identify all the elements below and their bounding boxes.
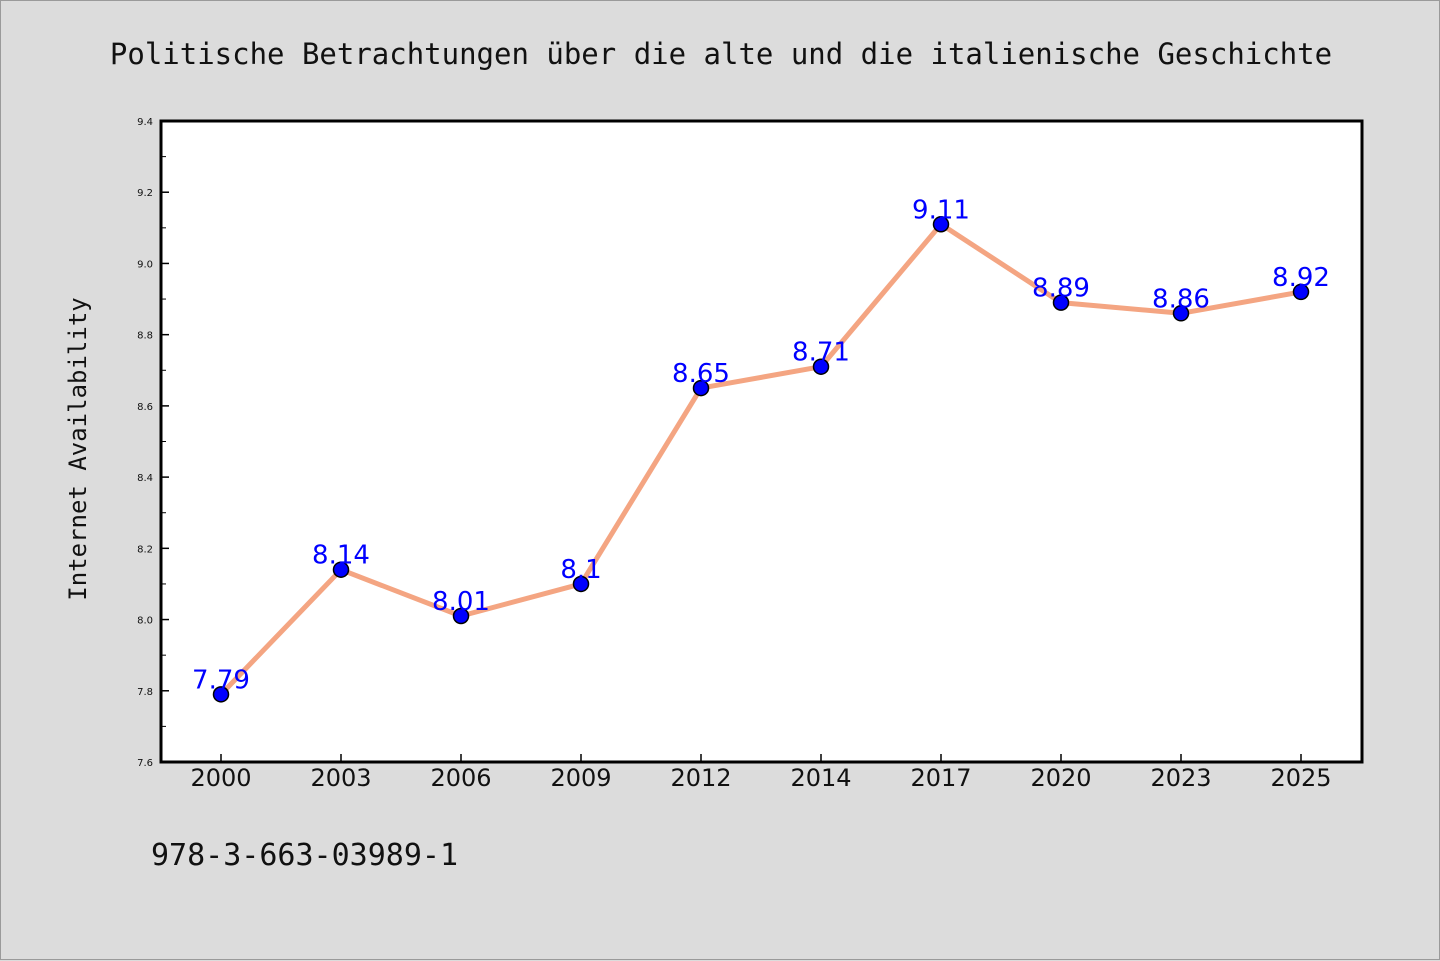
data-label: 8.65 bbox=[672, 359, 730, 389]
y-tick-label: 9.4 bbox=[137, 117, 153, 128]
data-point bbox=[452, 607, 470, 625]
footer-isbn: 978-3-663-03989-1 bbox=[151, 838, 458, 873]
data-label: 8.71 bbox=[792, 338, 850, 368]
data-point bbox=[212, 686, 230, 703]
chart-title: Politische Betrachtungen über die alte u… bbox=[110, 37, 1332, 71]
x-tick-label: 2009 bbox=[550, 764, 611, 792]
plot-area bbox=[159, 119, 1364, 764]
x-tick-label: 2000 bbox=[190, 764, 251, 792]
x-tick-label: 2017 bbox=[910, 764, 971, 792]
data-label: 8.86 bbox=[1152, 284, 1210, 314]
data-label: 9.11 bbox=[912, 195, 970, 225]
y-tick-label: 8.4 bbox=[137, 473, 153, 484]
data-point bbox=[332, 561, 350, 578]
series-line-group bbox=[212, 216, 1310, 703]
y-tick-label: 8.8 bbox=[137, 331, 153, 342]
y-tick-label: 7.8 bbox=[137, 687, 153, 698]
y-axis-label: Internet Availability bbox=[64, 297, 92, 600]
data-point bbox=[572, 575, 590, 593]
x-tick-label: 2023 bbox=[1150, 764, 1211, 792]
y-tick-label: 7.6 bbox=[137, 758, 153, 769]
data-labels-group: 7.79 8.14 8.01 8.1 8.65 8.71 9.11 8.89 8.86 8.92 bbox=[192, 195, 1330, 695]
y-tick-label: 8.2 bbox=[137, 544, 153, 555]
data-point bbox=[1052, 294, 1070, 311]
y-tick-label: 9.2 bbox=[137, 188, 153, 199]
data-point bbox=[812, 358, 830, 375]
x-tick-label: 2006 bbox=[430, 764, 491, 792]
data-point bbox=[932, 216, 950, 233]
series-line bbox=[218, 221, 1304, 697]
x-tick-label: 2014 bbox=[790, 764, 851, 792]
data-point bbox=[1292, 283, 1310, 301]
x-tick-label: 2020 bbox=[1030, 764, 1091, 792]
data-label: 7.79 bbox=[192, 665, 250, 695]
y-tick-label: 8.6 bbox=[137, 402, 153, 413]
data-point bbox=[1172, 305, 1190, 322]
data-point bbox=[692, 379, 710, 397]
y-tick-label: 9.0 bbox=[137, 259, 153, 270]
x-axis: 2000 2003 2006 2009 2012 2014 2017 2020 2023 2025 bbox=[190, 754, 1332, 792]
data-label: 8.92 bbox=[1272, 263, 1330, 293]
y-axis: 7.6 7.8 8.0 8.2 8.4 8.6 8.8 9.0 9.2 9.4 bbox=[137, 117, 169, 769]
x-tick-label: 2012 bbox=[670, 764, 731, 792]
data-label: 8.01 bbox=[432, 587, 490, 617]
y-tick-label: 8.0 bbox=[137, 616, 153, 627]
x-tick-label: 2003 bbox=[310, 764, 371, 792]
x-tick-label: 2025 bbox=[1270, 764, 1331, 792]
data-label: 8.89 bbox=[1032, 274, 1090, 304]
data-label: 8.1 bbox=[560, 555, 601, 585]
data-label: 8.14 bbox=[312, 541, 370, 571]
